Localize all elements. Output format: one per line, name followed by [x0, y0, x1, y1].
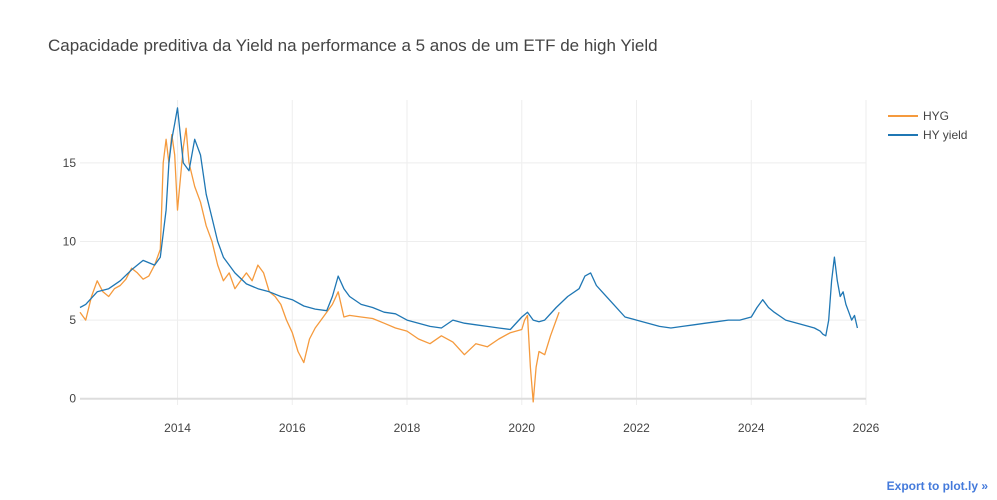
- series-line-hy-yield: [79, 107, 859, 337]
- y-tick-label: 0: [69, 392, 76, 406]
- x-tick-label: 2024: [738, 421, 765, 435]
- x-tick-label: 2020: [508, 421, 535, 435]
- y-tick-label: 15: [63, 156, 77, 170]
- legend-item-hyg[interactable]: HYG: [888, 109, 949, 123]
- export-to-plotly-link[interactable]: Export to plot.ly »: [886, 479, 988, 493]
- legend[interactable]: HYG HY yield: [888, 109, 967, 142]
- y-tick-label: 5: [69, 313, 76, 327]
- series-line-hyg: [79, 127, 560, 403]
- x-tick-label: 2014: [164, 421, 191, 435]
- legend-item-hy-yield[interactable]: HY yield: [888, 128, 967, 142]
- series-layer: [79, 107, 859, 403]
- x-tick-label: 2016: [279, 421, 306, 435]
- chart-title: Capacidade preditiva da Yield na perform…: [48, 36, 658, 55]
- legend-label: HYG: [923, 109, 949, 123]
- axis-layer: 2014 2016 2018 2020 2022 2024 2026 0 5 10 15: [63, 156, 880, 435]
- grid-layer: [80, 100, 867, 405]
- y-tick-label: 10: [63, 234, 77, 248]
- x-tick-label: 2022: [623, 421, 650, 435]
- legend-label: HY yield: [923, 128, 967, 142]
- x-tick-label: 2018: [394, 421, 421, 435]
- x-tick-label: 2026: [853, 421, 880, 435]
